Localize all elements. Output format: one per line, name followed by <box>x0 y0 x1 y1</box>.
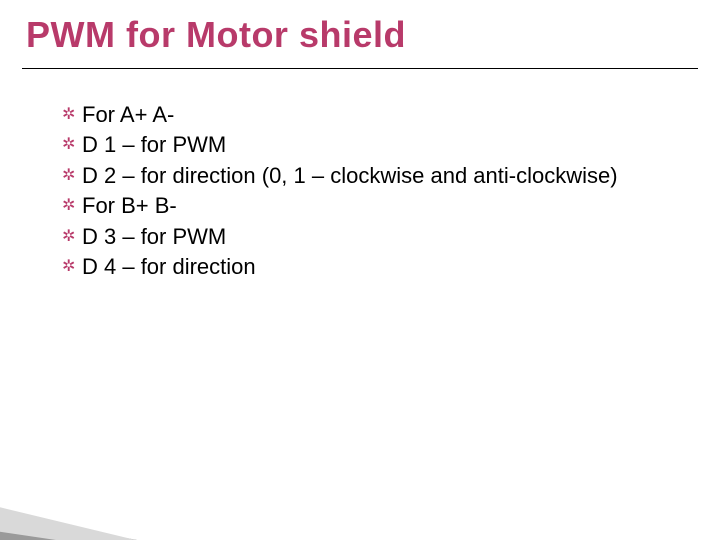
title-underline <box>22 68 698 69</box>
bullet-icon: ✲ <box>62 191 82 221</box>
bullet-icon: ✲ <box>62 222 82 252</box>
bullet-icon: ✲ <box>62 252 82 282</box>
bullet-icon: ✲ <box>62 100 82 130</box>
list-item: ✲ For B+ B- <box>62 191 680 221</box>
bullet-text: D 1 – for PWM <box>82 130 680 160</box>
bullet-icon: ✲ <box>62 161 82 191</box>
bullet-text: For B+ B- <box>82 191 680 221</box>
bullet-text: For A+ A- <box>82 100 680 130</box>
slide-title: PWM for Motor shield <box>26 14 406 56</box>
list-item: ✲ For A+ A- <box>62 100 680 130</box>
bullet-list: ✲ For A+ A- ✲ D 1 – for PWM ✲ D 2 – for … <box>62 100 680 282</box>
list-item: ✲ D 1 – for PWM <box>62 130 680 160</box>
list-item: ✲ D 3 – for PWM <box>62 222 680 252</box>
slide: PWM for Motor shield ✲ For A+ A- ✲ D 1 –… <box>0 0 720 540</box>
wedge-light <box>0 488 260 540</box>
decorative-wedge-icon <box>0 450 340 540</box>
wedge-mid <box>0 500 300 540</box>
bullet-icon: ✲ <box>62 130 82 160</box>
wedge-dark <box>0 510 340 540</box>
bullet-text: D 4 – for direction <box>82 252 680 282</box>
list-item: ✲ D 4 – for direction <box>62 252 680 282</box>
bullet-text: D 3 – for PWM <box>82 222 680 252</box>
bullet-text: D 2 – for direction (0, 1 – clockwise an… <box>82 161 680 191</box>
list-item: ✲ D 2 – for direction (0, 1 – clockwise … <box>62 161 680 191</box>
